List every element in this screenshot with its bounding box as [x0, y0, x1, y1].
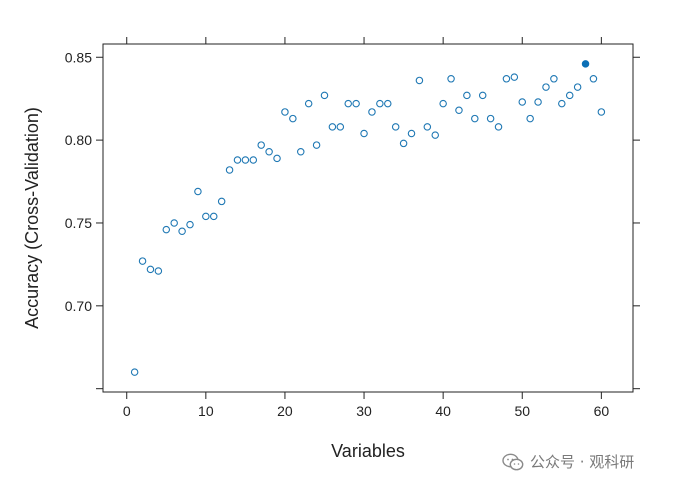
data-point: [542, 83, 550, 91]
data-point: [249, 156, 258, 164]
x-tick-label: 60: [594, 403, 610, 419]
y-axis: 0.70 0.75 0.80 0.85: [65, 49, 640, 390]
data-point: [439, 99, 447, 108]
data-point: [534, 98, 542, 106]
data-point: [289, 114, 297, 123]
data-point: [217, 197, 226, 206]
data-point: [597, 108, 606, 116]
data-points: [130, 60, 606, 376]
wechat-icon: [502, 453, 524, 470]
y-tick-label: 0.70: [65, 298, 92, 314]
watermark: 公众号 · 观科研: [502, 451, 634, 472]
data-point: [455, 106, 463, 115]
x-tick-label: 20: [277, 403, 293, 419]
data-point: [202, 212, 210, 221]
data-point: [178, 227, 186, 236]
data-point: [297, 147, 305, 156]
x-tick-label: 0: [123, 403, 131, 419]
data-point: [138, 257, 147, 265]
y-tick-label: 0.80: [65, 132, 92, 148]
data-point: [328, 123, 337, 131]
data-point: [360, 129, 368, 138]
data-point: [209, 212, 218, 221]
data-point: [415, 76, 424, 85]
data-point: [376, 99, 384, 108]
data-point: [281, 108, 289, 116]
data-point: [471, 114, 479, 123]
data-point: [233, 156, 242, 164]
data-point: [478, 91, 487, 100]
plot-frame: [102, 43, 634, 393]
data-point: [407, 129, 416, 138]
x-tick-label: 30: [356, 403, 372, 419]
data-point: [194, 187, 202, 196]
data-point: [518, 98, 527, 106]
data-point: [463, 91, 471, 100]
data-point: [526, 114, 534, 123]
data-point: [510, 73, 519, 81]
data-point: [344, 99, 352, 108]
x-tick-label: 50: [514, 403, 530, 419]
data-point: [589, 75, 598, 83]
y-tick-label: 0.75: [65, 215, 92, 231]
data-point: [265, 147, 273, 156]
data-point: [154, 267, 163, 275]
data-point: [273, 154, 281, 163]
data-point: [225, 166, 234, 174]
data-point: [320, 91, 329, 100]
data-point: [573, 83, 582, 91]
x-tick-label: 10: [198, 403, 214, 419]
data-point: [241, 156, 250, 164]
data-point: [447, 75, 455, 83]
data-point: [431, 131, 439, 139]
data-point: [368, 108, 376, 116]
y-tick-label: 0.85: [65, 49, 92, 65]
data-point: [146, 265, 155, 274]
data-point: [494, 123, 503, 131]
data-point: [486, 114, 495, 123]
best-point: [581, 60, 590, 68]
data-point: [550, 75, 558, 83]
data-point: [558, 99, 566, 108]
data-point: [502, 75, 511, 83]
data-point: [423, 123, 432, 131]
x-axis: 0 10 20 30 40 50 60: [123, 37, 610, 419]
data-point: [391, 123, 400, 131]
data-point: [399, 139, 408, 148]
data-point: [352, 99, 360, 108]
data-point: [312, 141, 321, 149]
x-tick-label: 40: [435, 403, 451, 419]
data-point: [257, 141, 265, 149]
data-point: [384, 99, 392, 108]
data-point: [170, 219, 178, 227]
x-axis-title: Variables: [331, 441, 405, 461]
data-point: [162, 225, 171, 234]
data-point: [336, 123, 345, 131]
watermark-text: 公众号 · 观科研: [530, 453, 635, 471]
data-point: [304, 99, 313, 108]
y-axis-title: Accuracy (Cross-Validation): [22, 107, 42, 329]
data-point: [130, 368, 139, 376]
data-point: [565, 91, 574, 100]
data-point: [186, 220, 194, 229]
